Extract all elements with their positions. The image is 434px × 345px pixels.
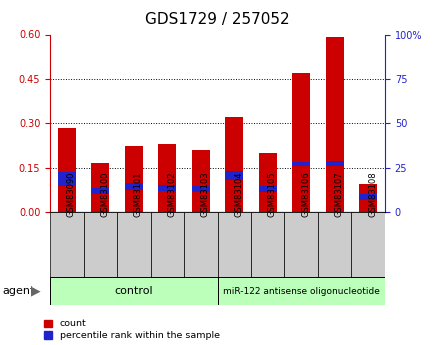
Bar bbox=[158, 144, 176, 212]
FancyBboxPatch shape bbox=[351, 212, 384, 278]
FancyBboxPatch shape bbox=[317, 212, 351, 278]
Text: GSM83107: GSM83107 bbox=[334, 172, 343, 217]
FancyBboxPatch shape bbox=[284, 212, 317, 278]
Bar bbox=[191, 186, 210, 192]
FancyBboxPatch shape bbox=[117, 212, 150, 278]
Legend: count, percentile rank within the sample: count, percentile rank within the sample bbox=[44, 319, 220, 340]
FancyBboxPatch shape bbox=[50, 212, 83, 278]
Text: miR-122 antisense oligonucleotide: miR-122 antisense oligonucleotide bbox=[222, 287, 379, 296]
FancyBboxPatch shape bbox=[217, 212, 250, 278]
FancyBboxPatch shape bbox=[50, 277, 217, 305]
Text: GSM83106: GSM83106 bbox=[300, 172, 309, 217]
FancyBboxPatch shape bbox=[83, 212, 117, 278]
Text: control: control bbox=[114, 286, 153, 296]
Bar bbox=[57, 172, 76, 186]
Bar bbox=[91, 163, 109, 212]
Bar bbox=[325, 161, 343, 166]
Bar bbox=[258, 153, 276, 212]
Text: agent: agent bbox=[2, 286, 34, 296]
FancyBboxPatch shape bbox=[184, 212, 217, 278]
Text: GSM83105: GSM83105 bbox=[267, 172, 276, 217]
FancyBboxPatch shape bbox=[150, 212, 184, 278]
Bar bbox=[191, 150, 210, 212]
Text: GSM83100: GSM83100 bbox=[100, 172, 109, 217]
Text: GSM83104: GSM83104 bbox=[234, 172, 243, 217]
Bar bbox=[91, 188, 109, 195]
Bar bbox=[158, 185, 176, 191]
Bar bbox=[358, 184, 377, 212]
Text: GSM83101: GSM83101 bbox=[134, 172, 142, 217]
Bar bbox=[325, 38, 343, 212]
FancyBboxPatch shape bbox=[217, 277, 384, 305]
Bar bbox=[291, 162, 310, 166]
Bar bbox=[224, 117, 243, 212]
Text: GSM83102: GSM83102 bbox=[167, 172, 176, 217]
Bar bbox=[124, 146, 143, 212]
Text: GSM83090: GSM83090 bbox=[67, 172, 76, 217]
Text: GDS1729 / 257052: GDS1729 / 257052 bbox=[145, 12, 289, 27]
Bar bbox=[57, 128, 76, 212]
Bar bbox=[124, 183, 143, 190]
Text: GSM83103: GSM83103 bbox=[201, 172, 209, 217]
Text: ▶: ▶ bbox=[31, 285, 40, 298]
FancyBboxPatch shape bbox=[250, 212, 284, 278]
Text: GSM83108: GSM83108 bbox=[367, 172, 376, 217]
Bar bbox=[291, 73, 310, 212]
Bar bbox=[258, 186, 276, 192]
Bar bbox=[224, 171, 243, 180]
Bar bbox=[358, 194, 377, 200]
